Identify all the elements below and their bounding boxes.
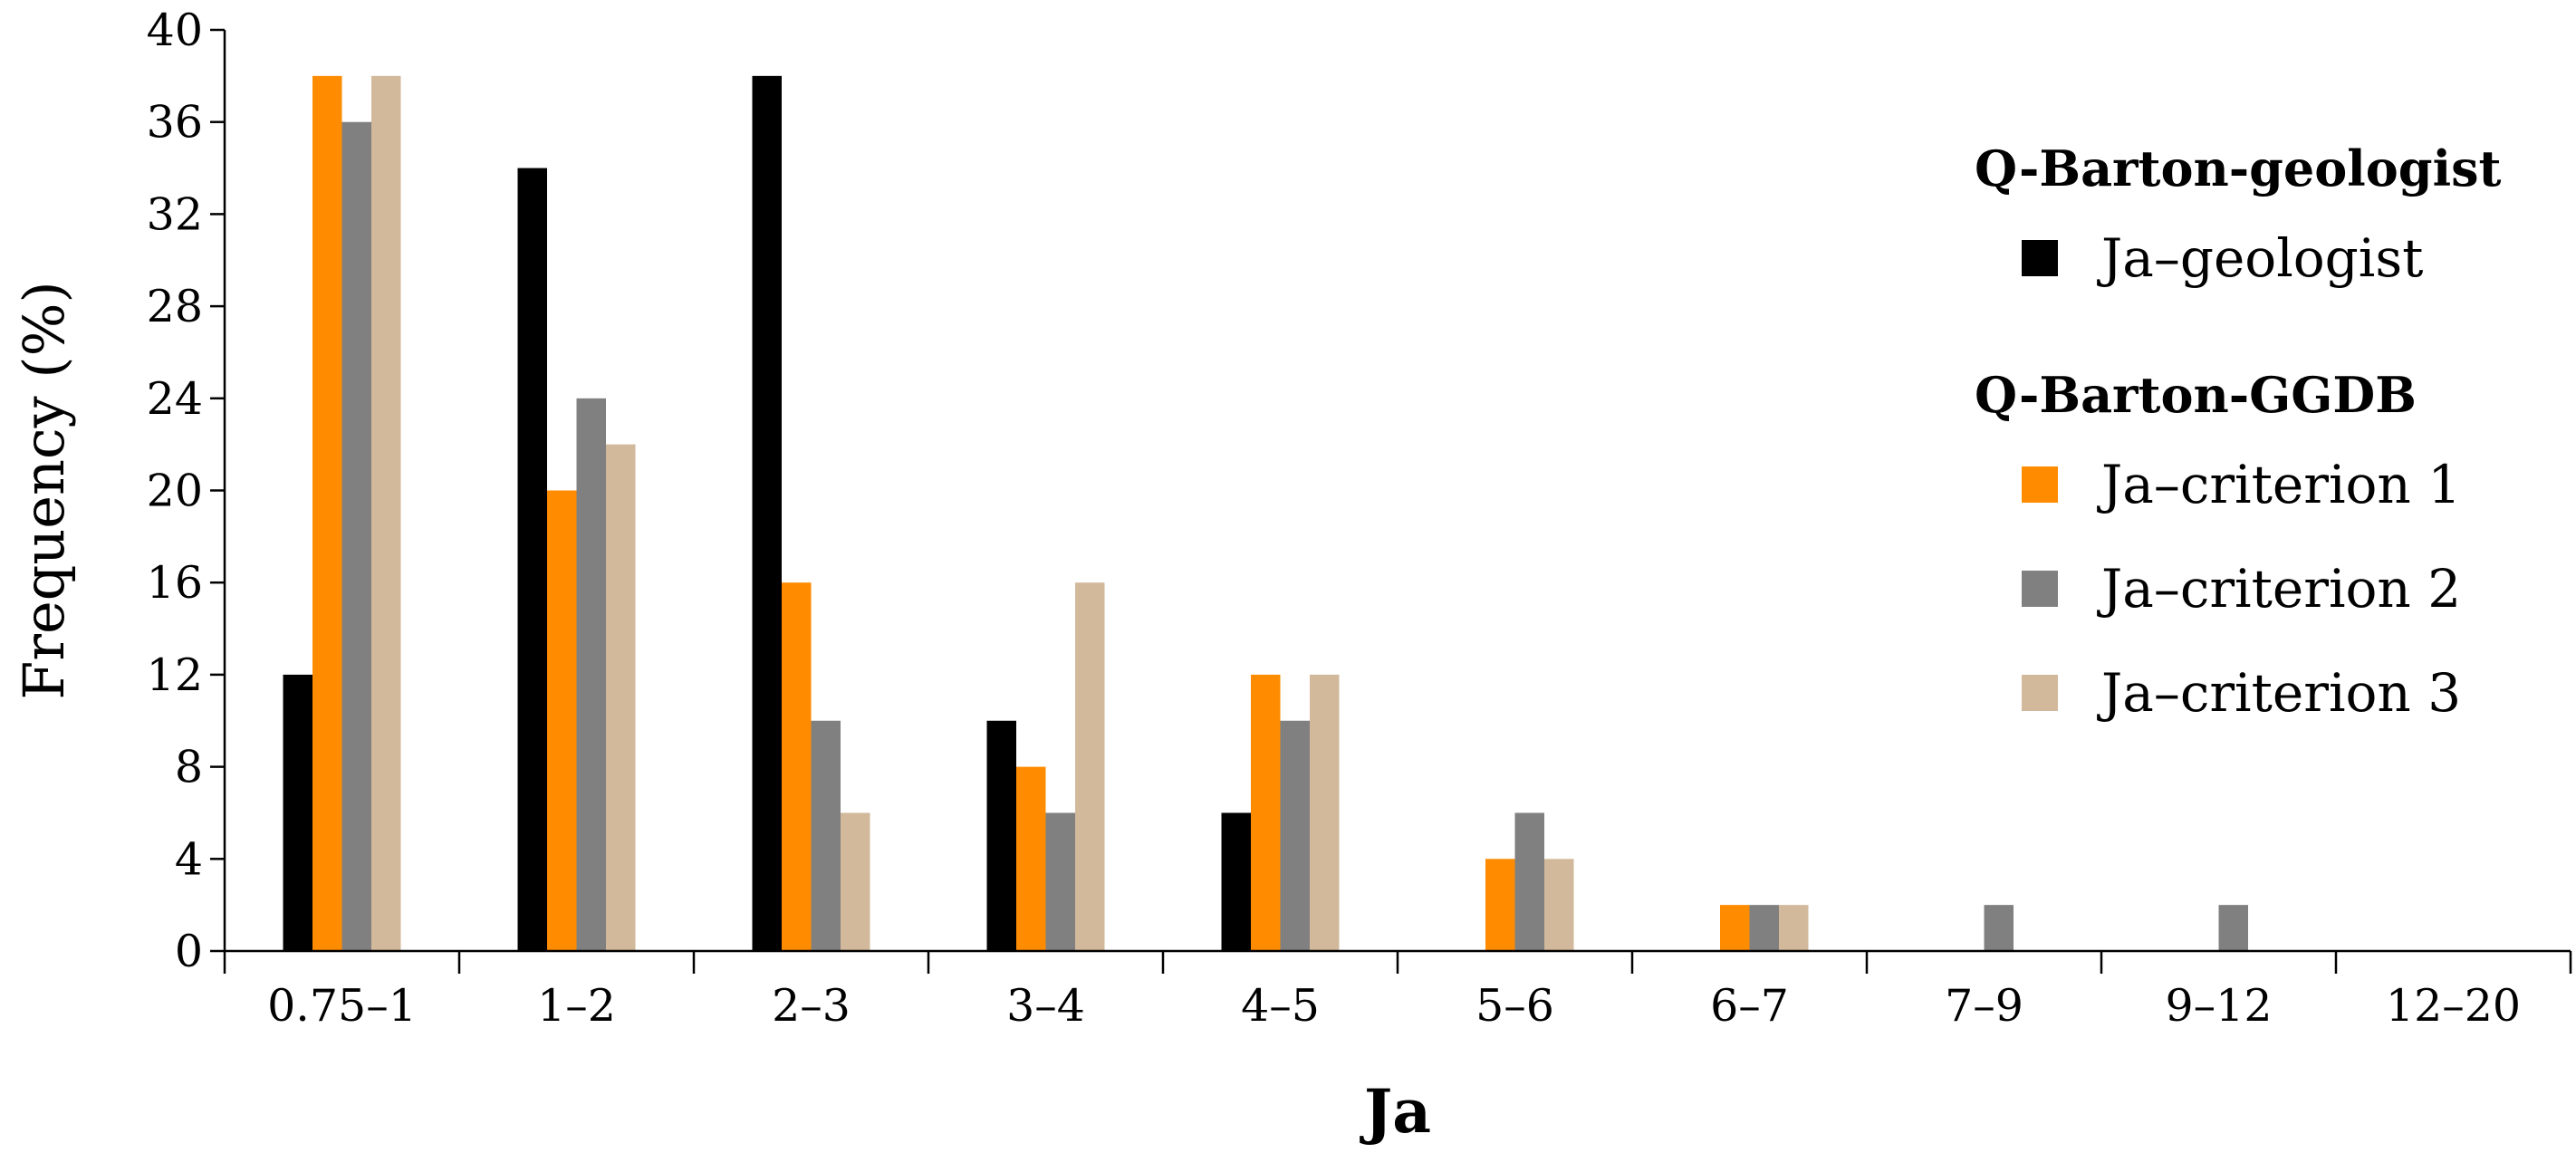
x-tick-label: 2–3 [772, 980, 851, 1032]
bars-layer [283, 75, 2248, 952]
legend-swatch [2022, 240, 2058, 276]
bar-3-3 [811, 720, 841, 951]
labels-layer: 0 4 8 12 16 20 24 28 32 36 40 0.75–1 1–2 2–3 3–4 4–5 5–6… [11, 5, 2521, 1147]
x-tick-label: 9–12 [2165, 980, 2272, 1032]
legend-swatch [2022, 675, 2058, 711]
legend-group-title: Q-Barton-GGDB [1975, 366, 2417, 424]
y-tick-label: 24 [147, 373, 203, 425]
y-tick-label: 40 [147, 5, 203, 56]
bar-3-1 [341, 121, 371, 951]
x-tick-label: 0.75–1 [267, 980, 417, 1032]
bar-2-5 [1251, 674, 1281, 951]
bar-3-2 [576, 398, 606, 951]
bar-2-1 [312, 75, 342, 952]
y-tick-label: 32 [147, 188, 203, 240]
legend-label: Ja–criterion 2 [2097, 558, 2461, 620]
y-tick-label: 4 [175, 833, 203, 885]
bar-3-9 [2218, 905, 2248, 951]
legend-swatch [2022, 466, 2058, 503]
x-tick-label: 12–20 [2386, 980, 2521, 1032]
y-tick-label: 16 [147, 557, 203, 609]
axes-layer [210, 28, 2572, 974]
bar-1-3 [752, 75, 782, 952]
bar-4-2 [606, 444, 636, 951]
legend-label: Ja–criterion 1 [2097, 454, 2461, 515]
bar-1-4 [986, 720, 1016, 951]
bar-4-6 [1544, 859, 1574, 951]
bar-3-4 [1045, 812, 1075, 951]
x-tick-label: 6–7 [1710, 980, 1789, 1032]
y-tick-label: 8 [175, 742, 203, 793]
bar-3-8 [1984, 905, 2014, 951]
bar-1-2 [517, 168, 547, 952]
bar-2-7 [1720, 905, 1750, 951]
y-tick-label: 0 [175, 926, 203, 977]
y-tick-label: 12 [147, 649, 203, 701]
y-tick-label: 28 [147, 281, 203, 332]
bar-4-7 [1779, 905, 1809, 951]
bar-3-6 [1514, 812, 1544, 951]
bar-3-7 [1749, 905, 1779, 951]
bar-4-5 [1310, 674, 1340, 951]
x-axis-title: Ja [1360, 1076, 1431, 1147]
bar-4-4 [1075, 582, 1105, 951]
x-tick-label: 1–2 [537, 980, 616, 1032]
legend-label: Ja–criterion 3 [2097, 662, 2461, 724]
bar-2-2 [547, 490, 577, 951]
legend-label: Ja–geologist [2097, 227, 2423, 289]
bar-2-6 [1485, 859, 1515, 951]
bar-4-3 [841, 812, 870, 951]
x-tick-label: 5–6 [1475, 980, 1554, 1032]
y-axis-title: Frequency (%) [11, 281, 77, 699]
x-tick-label: 4–5 [1241, 980, 1320, 1032]
legend-group-title: Q-Barton-geologist [1975, 139, 2501, 197]
bar-2-3 [782, 582, 812, 951]
legend-swatch [2022, 571, 2058, 607]
bar-2-4 [1016, 766, 1046, 951]
bar-1-5 [1221, 812, 1251, 951]
bar-4-1 [371, 75, 401, 952]
x-tick-label: 3–4 [1006, 980, 1085, 1032]
bar-3-5 [1280, 720, 1310, 951]
legend: Q-Barton-geologist Ja–geologist Q-Barton-G… [1975, 139, 2501, 724]
y-tick-label: 36 [147, 97, 203, 149]
bar-1-1 [283, 674, 312, 951]
x-tick-label: 7–9 [1945, 980, 2023, 1032]
y-tick-label: 20 [147, 466, 203, 517]
